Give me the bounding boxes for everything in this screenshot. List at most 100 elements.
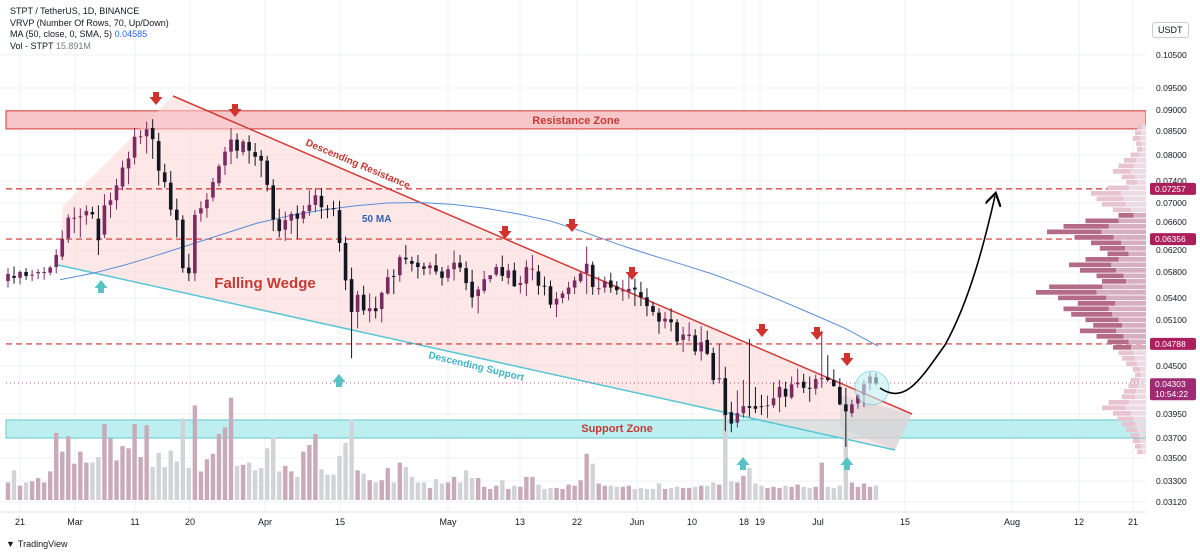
currency-selector[interactable]: USDT [1152, 22, 1189, 38]
volume-profile-bar-down [1128, 339, 1146, 345]
candle-body [229, 139, 233, 152]
volume-bar [741, 475, 746, 500]
candle-body [96, 218, 101, 241]
volume-bar [198, 471, 204, 500]
volume-bar [578, 480, 583, 500]
ma-indicator-value: 0.04585 [114, 29, 148, 39]
teal-up-arrow [736, 457, 750, 470]
candle-body [554, 298, 559, 305]
volume-bar [90, 462, 95, 500]
volume-profile-bar-down [1126, 202, 1146, 207]
volume-bar [23, 482, 29, 500]
candle-body [470, 281, 474, 298]
volume-profile-bar-down [1131, 345, 1146, 350]
volume-profile-bar-up [1137, 125, 1143, 130]
candle-body [741, 406, 746, 414]
volume-profile-bar-up [1102, 202, 1127, 207]
volume-bar [572, 485, 577, 500]
volume-indicator[interactable]: Vol - STPT 15.891M [10, 41, 169, 53]
candle-body [608, 280, 613, 288]
time-axis-tick-label: 21 [1128, 517, 1138, 527]
volume-bar [590, 463, 595, 500]
volume-profile-bar-up [1099, 246, 1126, 251]
candle-body [138, 136, 143, 138]
candle-body [84, 211, 89, 216]
time-axis-tick-label: Jul [812, 517, 824, 527]
volume-profile-bar-up [1113, 411, 1132, 416]
candle-body [120, 167, 125, 187]
projection-arrow [879, 196, 995, 395]
candle-body [168, 182, 173, 210]
candle-body [819, 378, 824, 380]
volume-profile-bar-up [1124, 158, 1137, 163]
volume-bar [777, 487, 782, 500]
volume-bar [765, 487, 770, 500]
volume-profile-bar-up [1135, 130, 1142, 136]
volume-bar [469, 478, 475, 500]
volume-profile-bar-up [1126, 180, 1138, 185]
volume-profile-bar-up [1071, 312, 1113, 317]
volume-bar [536, 484, 541, 500]
volume-bar [319, 469, 324, 500]
candle-body [223, 151, 227, 166]
price-axis-tick-label: 0.08500 [1156, 126, 1187, 136]
candle-body [319, 195, 324, 208]
volume-profile-bar-down [1133, 163, 1146, 169]
price-axis-background [1146, 0, 1200, 512]
volume-bar [283, 465, 288, 500]
tradingview-logo[interactable]: ▼ TradingView [6, 539, 67, 549]
ma-indicator[interactable]: MA (50, close, 0, SMA, 5) 0.04585 [10, 29, 169, 41]
volume-profile-bar-down [1121, 240, 1146, 246]
vrvp-indicator[interactable]: VRVP (Number Of Rows, 70, Up/Down) [10, 17, 169, 28]
volume-bar [656, 483, 662, 500]
volume-bar [753, 483, 758, 500]
volume-bar [210, 453, 216, 500]
candle-body [265, 160, 269, 185]
candle-body [578, 273, 583, 282]
volume-bar [825, 486, 830, 500]
candle-body [337, 210, 342, 243]
volume-bar [602, 485, 607, 500]
volume-profile-bar-down [1137, 361, 1146, 367]
volume-profile-bar-down [1142, 125, 1146, 130]
volume-bar [566, 484, 571, 500]
volume-profile-bar-up [1108, 400, 1130, 405]
level-price-badge [1150, 233, 1196, 246]
candle-body [78, 216, 83, 218]
time-axis-tick-label: 20 [185, 517, 195, 527]
symbol-info[interactable]: STPT / TetherUS, 1D, BINANCE [10, 6, 140, 16]
volume-bar [72, 463, 77, 500]
candle-body [66, 217, 71, 239]
volume-profile-bar-up [1063, 224, 1109, 229]
price-axis-tick-label: 0.04500 [1156, 361, 1187, 371]
candle-body [295, 213, 300, 219]
volume-profile-bar-up [1080, 268, 1117, 273]
volume-bar [258, 468, 264, 500]
candle-body [289, 213, 294, 221]
candle-body [30, 274, 34, 276]
volume-bar [102, 424, 107, 500]
volume-bar [801, 486, 806, 500]
candle-body [343, 243, 348, 281]
candle-body [349, 279, 354, 312]
candle-body [639, 292, 643, 298]
volume-bar [632, 489, 638, 500]
time-axis[interactable]: 21 Mar 11 20 Apr 15 May 13 22 Jun 10 18 19 Jul 15 Aug 12… [0, 511, 1146, 527]
volume-bar [554, 487, 559, 500]
candle-body [789, 384, 794, 398]
price-axis[interactable]: 0.10500 0.09500 0.09000 0.08500 0.08000 0.074… [1146, 0, 1200, 512]
volume-profile-bar-down [1139, 152, 1146, 158]
volume-bar [295, 476, 300, 500]
candle-body [404, 257, 408, 260]
volume-bar [735, 482, 740, 500]
volume-bar [524, 476, 529, 500]
volume-bar [705, 485, 710, 500]
volume-bar [481, 486, 487, 500]
volume-profile-bar-down [1125, 246, 1146, 251]
candle-body [729, 412, 734, 424]
volume-bar [17, 485, 23, 500]
volume-profile-bar-down [1118, 317, 1146, 323]
price-axis-tick-label: 0.03500 [1156, 453, 1187, 463]
candle-body [850, 404, 854, 414]
